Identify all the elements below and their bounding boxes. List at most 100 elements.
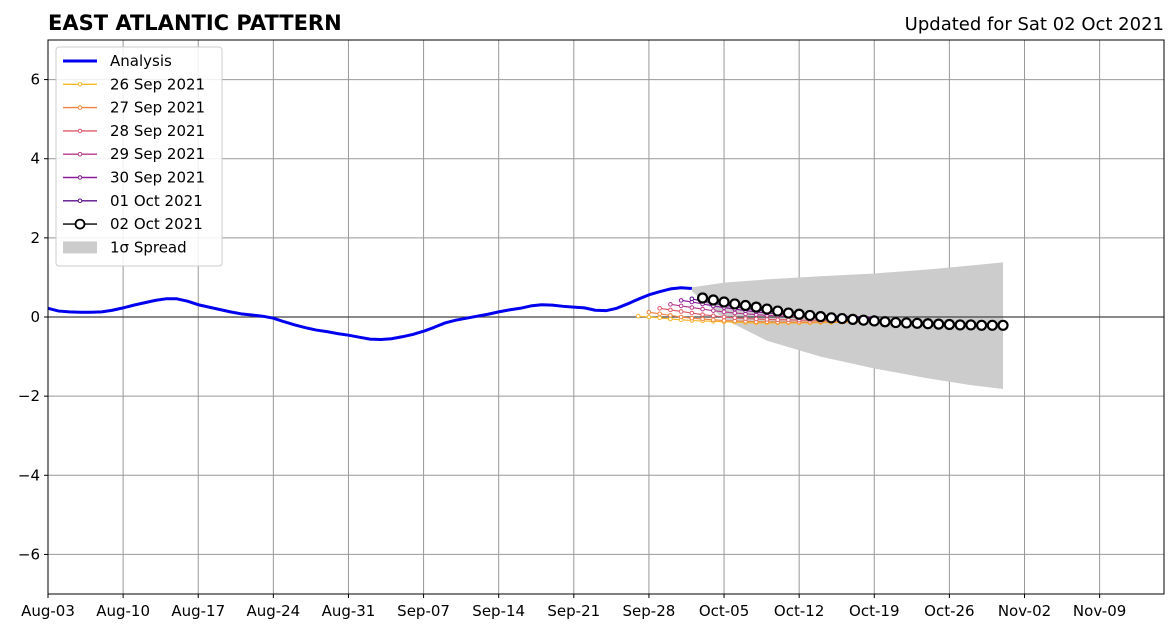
forecast-point bbox=[879, 316, 891, 328]
forecast-point bbox=[764, 317, 770, 322]
legend-marker bbox=[77, 198, 83, 204]
forecast-point bbox=[775, 317, 780, 323]
y-tick-label: −2 bbox=[18, 387, 40, 405]
forecast-point bbox=[721, 318, 727, 323]
forecast-point bbox=[678, 298, 684, 303]
forecast-point bbox=[721, 309, 727, 315]
forecast-point bbox=[922, 318, 934, 330]
analysis-series bbox=[47, 286, 692, 342]
forecast-point bbox=[933, 318, 945, 330]
legend-label: 30 Sep 2021 bbox=[110, 169, 205, 187]
x-tick-label: Nov-02 bbox=[998, 602, 1051, 620]
legend-entry: Analysis bbox=[63, 52, 172, 70]
forecast-point bbox=[825, 312, 837, 324]
forecast-point bbox=[753, 316, 759, 322]
forecast-point bbox=[689, 310, 695, 316]
forecast-point bbox=[711, 313, 716, 319]
forecast-point bbox=[711, 308, 716, 313]
forecast-point bbox=[700, 306, 705, 312]
legend-entry: 02 Oct 2021 bbox=[63, 215, 203, 233]
y-tick-label: −6 bbox=[18, 545, 40, 563]
forecast-point bbox=[975, 319, 988, 331]
legend-entry: 29 Sep 2021 bbox=[63, 145, 205, 163]
y-tick-label: 6 bbox=[30, 71, 40, 89]
x-tick-label: Aug-17 bbox=[171, 602, 225, 620]
legend-label: 02 Oct 2021 bbox=[110, 215, 203, 233]
y-tick-label: 2 bbox=[30, 229, 40, 247]
forecast-point bbox=[761, 303, 773, 315]
forecast-2021-10-03 bbox=[696, 292, 1009, 331]
y-tick-label: 0 bbox=[30, 308, 40, 326]
forecast-point bbox=[890, 316, 902, 329]
forecast-point bbox=[782, 307, 795, 319]
x-tick-label: Nov-09 bbox=[1073, 602, 1126, 620]
forecast-point bbox=[729, 298, 741, 310]
forecast-point bbox=[689, 296, 695, 302]
legend-marker bbox=[77, 105, 83, 110]
forecast-point bbox=[657, 315, 662, 321]
x-axis-ticks: Aug-03 Aug-10 Aug-17 Aug-24 Aug-31 Sep-07 Sep-… bbox=[21, 594, 1126, 620]
forecast-point bbox=[678, 303, 684, 309]
legend: Analysis 26 Sep 2021 27 Sep 2021 28 Sep 202… bbox=[55, 46, 223, 267]
forecast-point bbox=[711, 317, 716, 323]
legend-marker bbox=[77, 128, 83, 134]
analysis-line bbox=[47, 286, 692, 342]
forecast-point bbox=[965, 319, 977, 331]
x-tick-label: Sep-14 bbox=[472, 602, 525, 620]
x-tick-label: Aug-10 bbox=[96, 602, 150, 620]
legend-entry: 28 Sep 2021 bbox=[63, 122, 205, 140]
x-tick-label: Aug-24 bbox=[246, 602, 300, 620]
forecast-point bbox=[750, 301, 762, 313]
x-tick-label: Oct-05 bbox=[699, 602, 749, 620]
forecast-point bbox=[743, 316, 748, 321]
y-tick-label: −4 bbox=[18, 466, 40, 484]
forecast-point bbox=[689, 315, 695, 321]
forecast-point bbox=[911, 317, 923, 329]
forecast-point bbox=[954, 319, 966, 331]
legend-label: 26 Sep 2021 bbox=[110, 75, 205, 93]
forecast-point bbox=[847, 313, 859, 325]
forecast-point bbox=[739, 299, 752, 312]
legend-entry: 30 Sep 2021 bbox=[63, 169, 205, 187]
x-tick-label: Oct-26 bbox=[924, 602, 974, 620]
legend-box bbox=[55, 46, 223, 267]
forecast-point bbox=[657, 311, 662, 317]
forecast-point bbox=[815, 311, 827, 323]
legend-marker bbox=[77, 82, 83, 87]
forecast-point bbox=[793, 308, 805, 320]
x-tick-label: Sep-21 bbox=[547, 602, 600, 620]
legend-swatch bbox=[63, 241, 97, 254]
legend-entry: 01 Oct 2021 bbox=[63, 192, 203, 210]
legend-label: 27 Sep 2021 bbox=[110, 99, 205, 117]
forecast-point bbox=[646, 309, 652, 315]
forecast-point bbox=[668, 307, 673, 313]
forecast-series bbox=[635, 292, 1009, 331]
forecast-point bbox=[868, 315, 880, 327]
x-tick-label: Aug-03 bbox=[21, 602, 75, 620]
forecast-point bbox=[943, 318, 955, 331]
forecast-point bbox=[668, 313, 673, 318]
forecast-point bbox=[718, 296, 730, 308]
forecast-point bbox=[657, 305, 662, 311]
forecast-point bbox=[721, 314, 727, 320]
forecast-point bbox=[668, 316, 673, 322]
chart-title: EAST ATLANTIC PATTERN bbox=[48, 11, 342, 35]
forecast-point bbox=[732, 315, 738, 321]
legend-label: 29 Sep 2021 bbox=[110, 145, 205, 163]
forecast-point bbox=[707, 294, 719, 306]
forecast-point bbox=[678, 314, 684, 320]
legend-label: 01 Oct 2021 bbox=[110, 192, 203, 210]
forecast-point bbox=[772, 305, 784, 317]
forecast-point bbox=[700, 312, 705, 317]
y-tick-label: 4 bbox=[30, 150, 40, 168]
spread-area bbox=[691, 262, 1004, 390]
forecast-point bbox=[689, 305, 695, 310]
forecast-point bbox=[900, 317, 913, 329]
legend-entry: 1σ Spread bbox=[63, 238, 187, 256]
legend-marker bbox=[77, 175, 83, 180]
legend-entry: 27 Sep 2021 bbox=[63, 99, 205, 117]
x-tick-label: Sep-07 bbox=[397, 602, 450, 620]
forecast-point bbox=[732, 310, 738, 316]
forecast-point bbox=[997, 319, 1009, 331]
